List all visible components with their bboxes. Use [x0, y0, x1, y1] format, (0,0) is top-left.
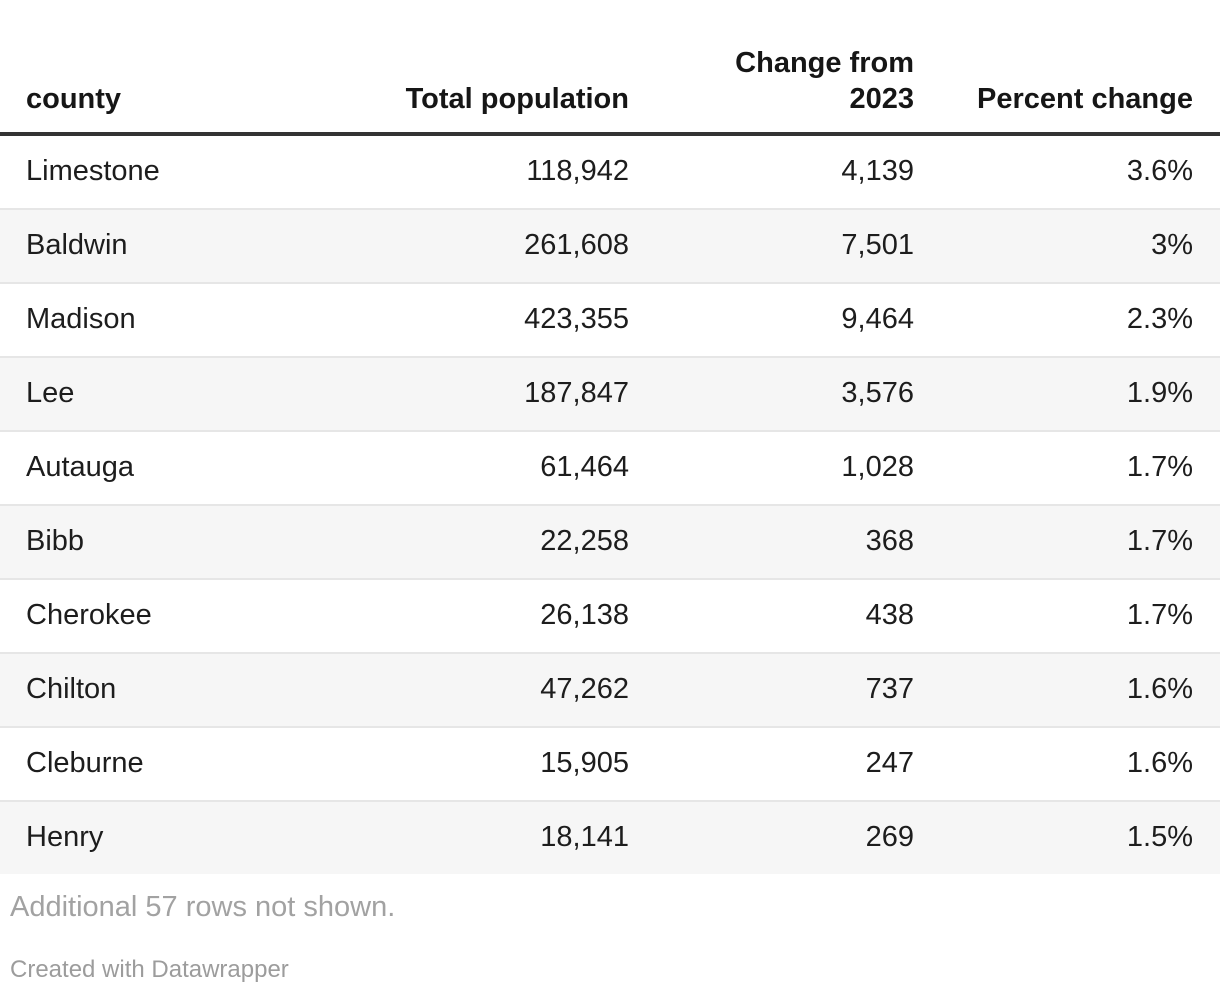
cell-change-from-2023: 3,576: [629, 355, 914, 431]
additional-rows-note: Additional 57 rows not shown.: [10, 890, 396, 923]
table-row: Cleburne 15,905 247 1.6%: [0, 725, 1220, 801]
cell-change-from-2023: 438: [629, 577, 914, 653]
cell-county: Lee: [0, 355, 300, 431]
cell-percent-change: 2.3%: [914, 281, 1220, 357]
cell-change-from-2023: 4,139: [629, 132, 914, 209]
cell-total-population: 61,464: [300, 429, 629, 505]
cell-total-population: 26,138: [300, 577, 629, 653]
column-header-county: county: [0, 0, 300, 136]
table-row: Limestone 118,942 4,139 3.6%: [0, 132, 1220, 209]
cell-percent-change: 1.7%: [914, 577, 1220, 653]
cell-total-population: 22,258: [300, 503, 629, 579]
cell-total-population: 118,942: [300, 132, 629, 209]
cell-percent-change: 1.5%: [914, 799, 1220, 874]
cell-total-population: 18,141: [300, 799, 629, 874]
cell-total-population: 261,608: [300, 207, 629, 283]
cell-county: Madison: [0, 281, 300, 357]
cell-percent-change: 1.7%: [914, 429, 1220, 505]
cell-county: Henry: [0, 799, 300, 874]
cell-change-from-2023: 7,501: [629, 207, 914, 283]
header-row: county Total population Change from 2023…: [0, 0, 1220, 136]
population-table: county Total population Change from 2023…: [0, 0, 1220, 874]
cell-change-from-2023: 269: [629, 799, 914, 874]
table-row: Bibb 22,258 368 1.7%: [0, 503, 1220, 579]
cell-total-population: 187,847: [300, 355, 629, 431]
cell-percent-change: 3%: [914, 207, 1220, 283]
datawrapper-attribution: Created with Datawrapper: [10, 955, 289, 983]
cell-change-from-2023: 368: [629, 503, 914, 579]
column-header-percent-change: Percent change: [914, 0, 1220, 136]
cell-total-population: 15,905: [300, 725, 629, 801]
cell-percent-change: 1.6%: [914, 725, 1220, 801]
column-header-total-population: Total population: [300, 0, 629, 136]
table-row: Lee 187,847 3,576 1.9%: [0, 355, 1220, 431]
cell-county: Baldwin: [0, 207, 300, 283]
cell-percent-change: 3.6%: [914, 132, 1220, 209]
cell-change-from-2023: 1,028: [629, 429, 914, 505]
cell-county: Bibb: [0, 503, 300, 579]
cell-change-from-2023: 737: [629, 651, 914, 727]
cell-county: Cleburne: [0, 725, 300, 801]
table-row: Baldwin 261,608 7,501 3%: [0, 207, 1220, 283]
cell-percent-change: 1.7%: [914, 503, 1220, 579]
cell-county: Chilton: [0, 651, 300, 727]
table-row: Chilton 47,262 737 1.6%: [0, 651, 1220, 727]
cell-county: Limestone: [0, 132, 300, 209]
column-header-change-from-2023: Change from 2023: [629, 0, 914, 136]
cell-percent-change: 1.6%: [914, 651, 1220, 727]
cell-change-from-2023: 247: [629, 725, 914, 801]
table-row: Autauga 61,464 1,028 1.7%: [0, 429, 1220, 505]
cell-total-population: 47,262: [300, 651, 629, 727]
cell-percent-change: 1.9%: [914, 355, 1220, 431]
cell-county: Cherokee: [0, 577, 300, 653]
cell-change-from-2023: 9,464: [629, 281, 914, 357]
table-row: Madison 423,355 9,464 2.3%: [0, 281, 1220, 357]
cell-county: Autauga: [0, 429, 300, 505]
table-row: Cherokee 26,138 438 1.7%: [0, 577, 1220, 653]
cell-total-population: 423,355: [300, 281, 629, 357]
table-row: Henry 18,141 269 1.5%: [0, 799, 1220, 874]
